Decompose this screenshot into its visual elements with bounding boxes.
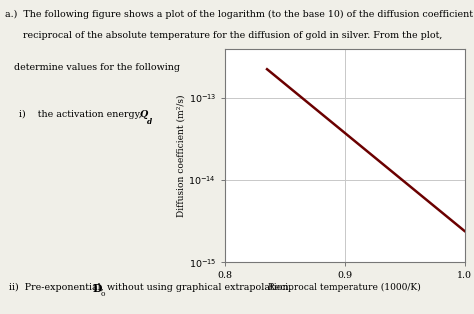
Text: o: o [101,290,105,298]
Text: reciprocal of the absolute temperature for the diffusion of gold in silver. From: reciprocal of the absolute temperature f… [5,31,442,41]
Text: determine values for the following: determine values for the following [14,63,180,72]
Text: ii)  Pre-exponential,: ii) Pre-exponential, [9,283,107,292]
Text: d: d [147,118,152,126]
Text: i)    the activation energy,: i) the activation energy, [19,110,145,119]
Text: Q: Q [140,110,148,119]
Y-axis label: Diffusion coefficient (m²/s): Diffusion coefficient (m²/s) [176,94,185,217]
Text: D: D [92,283,102,294]
Text: a.)  The following figure shows a plot of the logarithm (to the base 10) of the : a.) The following figure shows a plot of… [5,9,474,19]
Text: without using graphical extrapolation.: without using graphical extrapolation. [104,283,292,292]
X-axis label: Reciprocal temperature (1000/K): Reciprocal temperature (1000/K) [268,283,421,292]
